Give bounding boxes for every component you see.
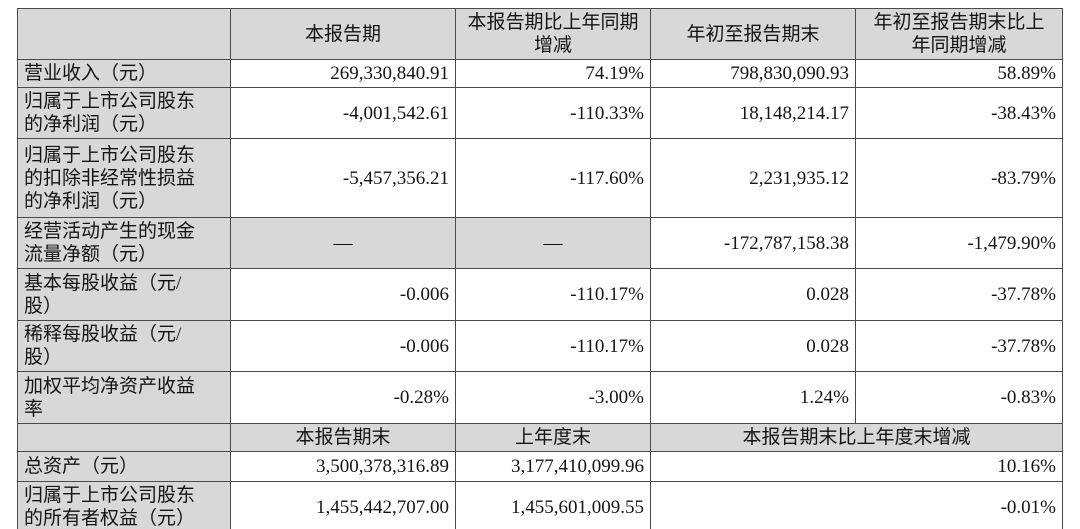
metric-value: 3,500,378,316.89 — [230, 451, 456, 482]
table-header-row: 本报告期 本报告期比上年同期 增减 年初至报告期末 年初至报告期末比上 年同期增… — [17, 8, 1063, 60]
metric-value: 74.19% — [455, 59, 651, 88]
header-current-period-yoy: 本报告期比上年同期 增减 — [455, 8, 651, 60]
metric-label: 稀释每股收益（元/ 股） — [17, 320, 231, 372]
subheader-corner-cell — [17, 423, 231, 452]
header-year-to-date-yoy: 年初至报告期末比上 年同期增减 — [855, 8, 1063, 60]
key-financials-table: 本报告期 本报告期比上年同期 增减 年初至报告期末 年初至报告期末比上 年同期增… — [17, 8, 1063, 529]
header-year-to-date: 年初至报告期末 — [650, 8, 856, 60]
metric-value: -1,479.90% — [855, 217, 1063, 269]
metric-label: 基本每股收益（元/ 股） — [17, 268, 231, 321]
metric-value: -110.17% — [455, 320, 651, 372]
metric-value: 18,148,214.17 — [650, 87, 856, 139]
metric-value: -110.33% — [455, 87, 651, 139]
header-corner-cell — [17, 8, 231, 60]
metric-value: 2,231,935.12 — [650, 138, 856, 218]
table-row: 归属于上市公司股东 的扣除非经常性损益 的净利润（元） -5,457,356.2… — [17, 138, 1063, 218]
metric-value: -3.00% — [455, 371, 651, 424]
metric-value: 10.16% — [650, 451, 1063, 482]
metric-label: 经营活动产生的现金 流量净额（元） — [17, 217, 231, 269]
metric-value: -117.60% — [455, 138, 651, 218]
table-row: 稀释每股收益（元/ 股） -0.006 -110.17% 0.028 -37.7… — [17, 320, 1063, 372]
metric-value: -37.78% — [855, 268, 1063, 321]
metric-value: -0.01% — [650, 481, 1063, 529]
header-current-period: 本报告期 — [230, 8, 456, 60]
metric-value: 798,830,090.93 — [650, 59, 856, 88]
metric-value: 0.028 — [650, 268, 856, 321]
metric-value: 3,177,410,099.96 — [455, 451, 651, 482]
subheader-prev-year-end: 上年度末 — [455, 423, 651, 452]
metric-value: -0.006 — [230, 320, 456, 372]
metric-value: -110.17% — [455, 268, 651, 321]
metric-value: 58.89% — [855, 59, 1063, 88]
subheader-period-end-change: 本报告期末比上年度末增减 — [650, 423, 1063, 452]
table-row: 归属于上市公司股东 的净利润（元） -4,001,542.61 -110.33%… — [17, 87, 1063, 139]
table-row: 加权平均净资产收益 率 -0.28% -3.00% 1.24% -0.83% — [17, 371, 1063, 424]
empty-dash-cell: — — [455, 217, 651, 269]
metric-label: 归属于上市公司股东 的所有者权益（元） — [17, 481, 231, 529]
metric-value: 1.24% — [650, 371, 856, 424]
metric-value: -83.79% — [855, 138, 1063, 218]
metric-value: 0.028 — [650, 320, 856, 372]
metric-value: -172,787,158.38 — [650, 217, 856, 269]
metric-value: -37.78% — [855, 320, 1063, 372]
metric-label: 归属于上市公司股东 的净利润（元） — [17, 87, 231, 139]
subheader-period-end: 本报告期末 — [230, 423, 456, 452]
metric-value: -0.83% — [855, 371, 1063, 424]
table-row: 经营活动产生的现金 流量净额（元） — — -172,787,158.38 -1… — [17, 217, 1063, 269]
table-row: 总资产（元） 3,500,378,316.89 3,177,410,099.96… — [17, 451, 1063, 482]
table-subheader-row: 本报告期末 上年度末 本报告期末比上年度末增减 — [17, 423, 1063, 452]
metric-value: -0.28% — [230, 371, 456, 424]
metric-label: 归属于上市公司股东 的扣除非经常性损益 的净利润（元） — [17, 138, 231, 218]
metric-value: -5,457,356.21 — [230, 138, 456, 218]
metric-value: -38.43% — [855, 87, 1063, 139]
metric-value: -4,001,542.61 — [230, 87, 456, 139]
empty-dash-cell: — — [230, 217, 456, 269]
table-row: 基本每股收益（元/ 股） -0.006 -110.17% 0.028 -37.7… — [17, 268, 1063, 321]
metric-value: 1,455,601,009.55 — [455, 481, 651, 529]
table-row: 归属于上市公司股东 的所有者权益（元） 1,455,442,707.00 1,4… — [17, 481, 1063, 529]
metric-label: 总资产（元） — [17, 451, 231, 482]
metric-label: 加权平均净资产收益 率 — [17, 371, 231, 424]
metric-value: 1,455,442,707.00 — [230, 481, 456, 529]
metric-value: 269,330,840.91 — [230, 59, 456, 88]
table-row: 营业收入（元） 269,330,840.91 74.19% 798,830,09… — [17, 59, 1063, 88]
metric-label: 营业收入（元） — [17, 59, 231, 88]
metric-value: -0.006 — [230, 268, 456, 321]
